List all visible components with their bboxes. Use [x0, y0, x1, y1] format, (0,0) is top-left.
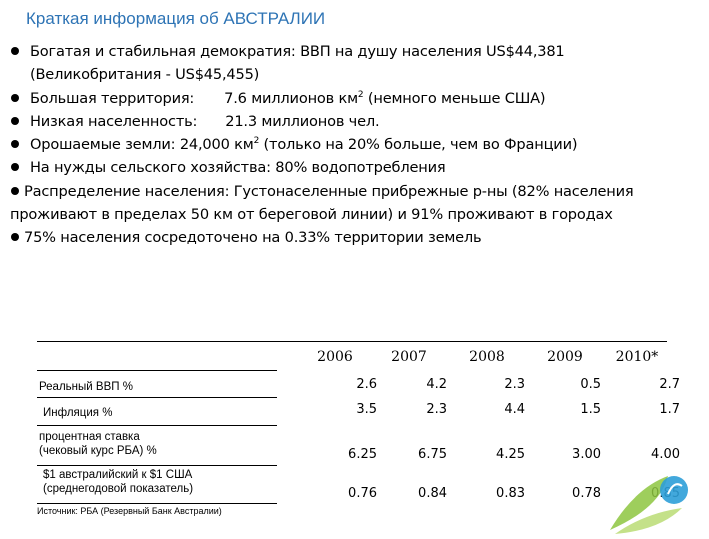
- row-label: Реальный ВВП %: [39, 381, 133, 393]
- table-cell: 1.5: [580, 402, 601, 417]
- row-separator: [37, 503, 277, 504]
- table-cell: 2.6: [356, 377, 377, 392]
- year-header: 2010*: [615, 349, 659, 365]
- table-cell: 0.5: [580, 377, 601, 392]
- table-cell: 0.84: [418, 486, 447, 501]
- bullet-list: Богатая и стабильная демократия: ВВП на …: [10, 40, 709, 250]
- table-cell: 6.75: [418, 447, 447, 462]
- table-cell: 3.00: [572, 447, 601, 462]
- bullet-concentration: 75% населения сосредоточено на 0.33% тер…: [10, 226, 709, 249]
- agriculture-text: На нужды сельского хозяйства: 80% водопо…: [30, 159, 446, 177]
- row-label: Инфляция %: [43, 407, 113, 419]
- distribution-text: Распределение населения: Густонаселенные…: [10, 182, 634, 224]
- table-top-line: [37, 341, 667, 342]
- table-cell: 4.00: [651, 447, 680, 462]
- bullet-territory: Большая территория: 7.6 миллионов км2 (не…: [10, 87, 709, 110]
- row-label-line: процентная ставка: [39, 431, 140, 443]
- bullet-gdp: Богатая и стабильная демократия: ВВП на …: [10, 40, 709, 87]
- population-value: 21.3 миллионов чел.: [225, 112, 380, 130]
- year-header: 2008: [469, 349, 505, 365]
- year-header: 2009: [547, 349, 583, 365]
- bullet-irrigated: Орошаемые земли: 24,000 км2 (только на 2…: [10, 133, 709, 156]
- table-cell: 4.4: [504, 402, 525, 417]
- table-cell: 0.76: [348, 486, 377, 501]
- territory-value: 7.6 миллионов км: [224, 89, 358, 107]
- year-header: 2007: [391, 349, 427, 365]
- row-label: процентная ставка (чековый курс РБА) %: [39, 430, 157, 458]
- row-separator: [37, 370, 277, 371]
- table-cell: 6.25: [348, 447, 377, 462]
- bullet-agriculture: На нужды сельского хозяйства: 80% водопо…: [10, 156, 709, 179]
- table-cell: 3.5: [356, 402, 377, 417]
- row-label-line: (чековый курс РБА) %: [39, 445, 157, 457]
- territory-note: (немного меньше США): [363, 89, 546, 107]
- population-label: Низкая населенность:: [30, 112, 198, 130]
- table-header: 2006 2007 2008 2009 2010*: [37, 349, 667, 369]
- irrigated-note: (только на 20% больше, чем во Франции): [259, 136, 578, 154]
- bullet-gdp-line1: Богатая и стабильная демократия: ВВП на …: [30, 43, 565, 60]
- irrigated-text: Орошаемые земли: 24,000 км: [30, 136, 254, 154]
- concentration-text: 75% населения сосредоточено на 0.33% тер…: [24, 229, 482, 247]
- territory-sup: 2: [357, 89, 364, 100]
- row-separator: [37, 397, 277, 398]
- table-cell: 0.78: [572, 486, 601, 501]
- table-cell: 4.25: [496, 447, 525, 462]
- source-note: Источник: РБА (Резервный Банк Австралии): [37, 506, 222, 516]
- table-cell: 0.83: [496, 486, 525, 501]
- bullet-gdp-line2: (Великобритания - US$45,455): [30, 66, 260, 84]
- leaf-logo-icon: [610, 476, 688, 534]
- row-label-line: $1 австралийский к $1 США: [43, 469, 193, 481]
- page-title: Краткая информация об АВСТРАЛИИ: [26, 9, 326, 28]
- bullet-population: Низкая населенность: 21.3 миллионов чел.: [10, 110, 709, 133]
- year-header: 2006: [317, 349, 353, 365]
- table-cell: 4.2: [426, 377, 447, 392]
- row-separator: [37, 465, 277, 466]
- table-cell: 2.7: [659, 377, 680, 392]
- row-label-line: (среднегодовой показатель): [43, 483, 194, 495]
- row-separator: [37, 425, 277, 426]
- table-cell: 2.3: [504, 377, 525, 392]
- row-label: $1 австралийский к $1 США (среднегодовой…: [43, 468, 193, 496]
- bullet-distribution: Распределение населения: Густонаселенные…: [10, 180, 670, 227]
- table-cell: 2.3: [426, 402, 447, 417]
- territory-label: Большая территория:: [30, 89, 195, 107]
- table-cell: 1.7: [659, 402, 680, 417]
- irrigated-sup: 2: [253, 136, 260, 147]
